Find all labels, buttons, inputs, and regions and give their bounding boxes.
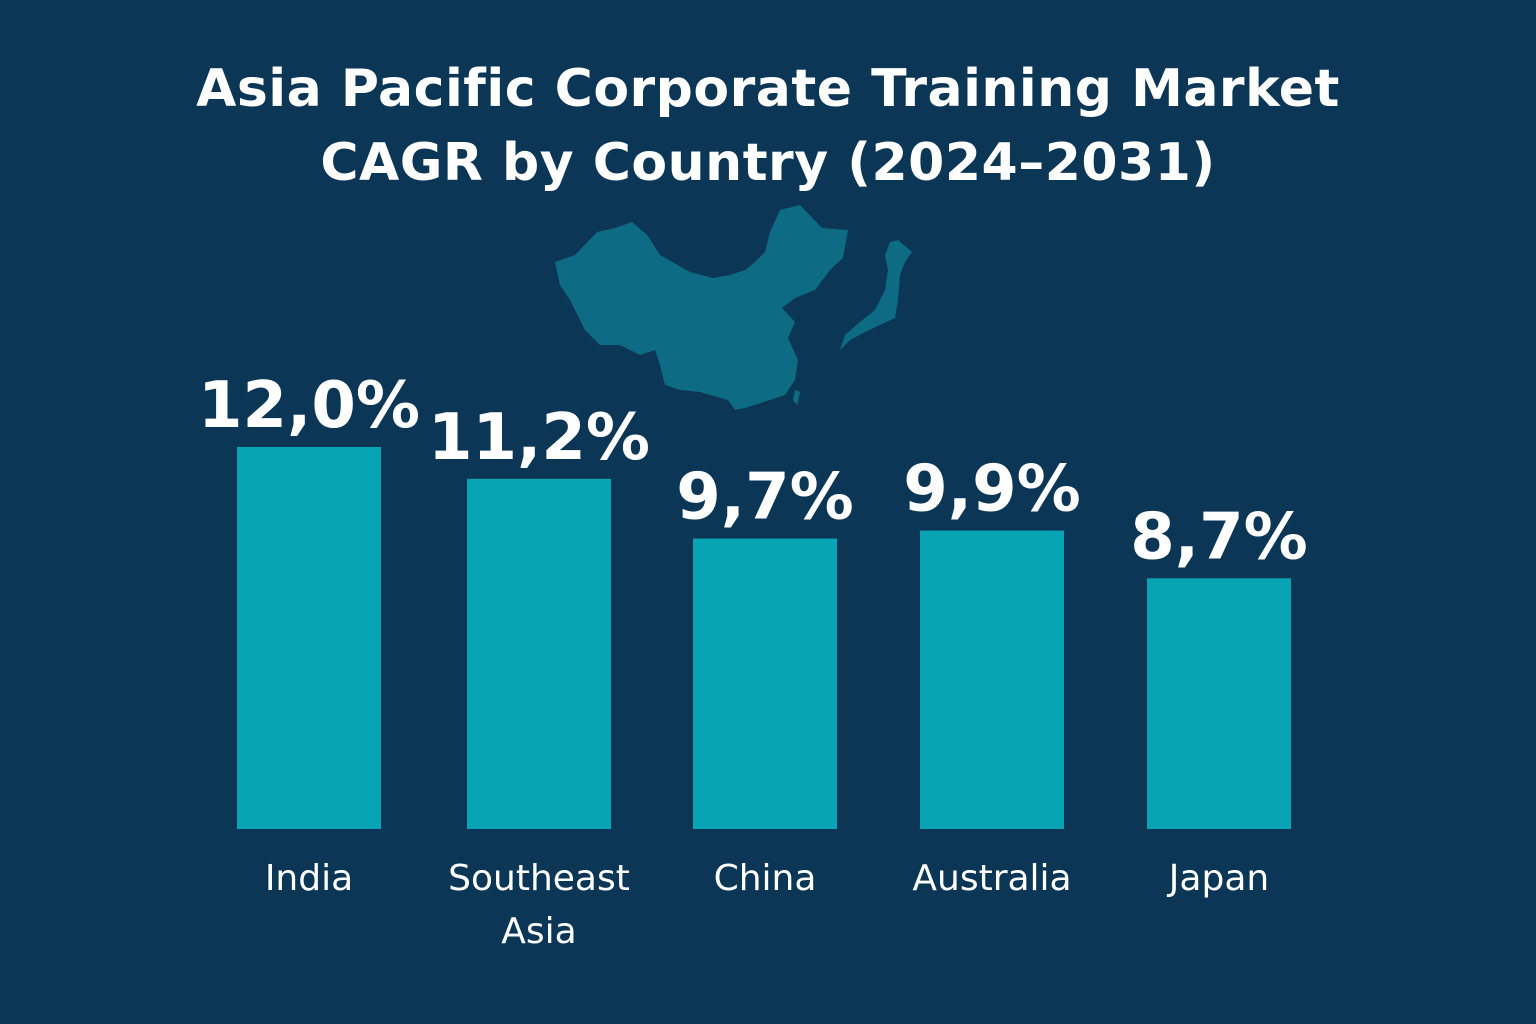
bar-southeast-asia (467, 478, 611, 829)
chart-title-line-2: CAGR by Country (2024–2031) (320, 133, 1216, 193)
chart-title-line-1: Asia Pacific Corporate Training Market (196, 59, 1340, 119)
category-label: Japan (1167, 858, 1269, 899)
taiwan-map-shape (793, 390, 800, 405)
category-label: Australia (912, 858, 1071, 899)
bar-japan (1147, 578, 1291, 829)
bar-australia (920, 530, 1064, 829)
category-label: Asia (501, 911, 576, 952)
value-label: 9,9% (903, 453, 1081, 527)
category-label: China (714, 858, 817, 899)
japan-map-shape (840, 240, 912, 350)
asia-map-illustration (555, 205, 912, 410)
value-label: 12,0% (198, 369, 420, 443)
china-map-shape (555, 205, 848, 410)
category-label: India (265, 858, 353, 899)
bar-india (237, 447, 381, 829)
bar-china (693, 538, 837, 829)
category-label: Southeast (448, 858, 630, 899)
chart-title: Asia Pacific Corporate Training Market C… (0, 52, 1536, 200)
value-label: 9,7% (676, 461, 854, 535)
value-label: 8,7% (1130, 500, 1308, 574)
value-label: 11,2% (428, 401, 650, 475)
